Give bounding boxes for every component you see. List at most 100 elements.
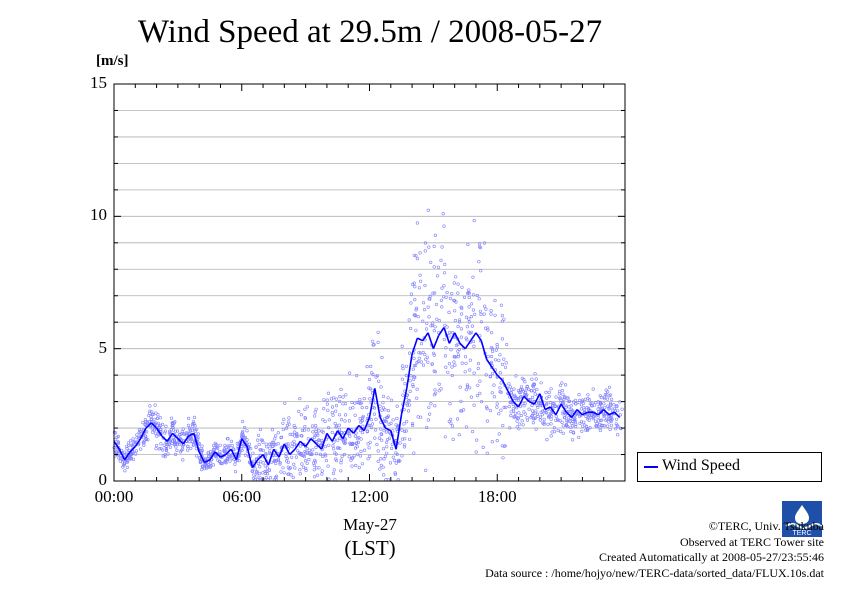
data-point bbox=[508, 400, 512, 405]
data-point bbox=[276, 442, 280, 446]
data-point bbox=[490, 440, 494, 444]
data-point bbox=[144, 434, 148, 438]
data-point bbox=[376, 330, 380, 334]
data-point bbox=[284, 452, 288, 456]
data-point bbox=[449, 417, 453, 422]
data-point bbox=[394, 461, 398, 465]
data-point bbox=[231, 447, 235, 451]
data-point bbox=[599, 395, 603, 400]
data-point bbox=[297, 451, 301, 455]
data-point bbox=[478, 379, 482, 383]
data-point bbox=[380, 438, 384, 442]
data-point bbox=[243, 453, 247, 457]
data-point bbox=[472, 403, 476, 407]
data-point bbox=[269, 460, 274, 464]
data-point bbox=[270, 428, 275, 432]
data-point bbox=[405, 402, 409, 406]
data-point bbox=[583, 397, 588, 402]
data-point bbox=[254, 445, 258, 449]
data-point bbox=[485, 451, 489, 455]
data-point bbox=[463, 370, 467, 374]
data-point bbox=[252, 459, 256, 463]
data-point bbox=[545, 438, 549, 442]
data-point bbox=[139, 447, 143, 451]
data-point bbox=[503, 365, 508, 369]
data-point bbox=[298, 468, 302, 472]
chart-title: Wind Speed at 29.5m / 2008-05-27 bbox=[137, 14, 603, 50]
data-point bbox=[531, 421, 536, 425]
data-point bbox=[315, 466, 319, 470]
data-point bbox=[452, 281, 456, 285]
data-point bbox=[339, 458, 343, 462]
data-point bbox=[437, 389, 441, 393]
data-point bbox=[605, 424, 610, 428]
series-line-segment bbox=[320, 433, 328, 450]
data-point bbox=[393, 458, 397, 463]
data-point bbox=[513, 415, 517, 419]
data-point bbox=[192, 415, 197, 420]
data-point bbox=[295, 432, 299, 437]
data-point bbox=[402, 422, 406, 426]
data-point bbox=[310, 452, 314, 456]
data-point bbox=[466, 242, 470, 247]
data-point bbox=[432, 351, 436, 355]
data-point bbox=[462, 295, 467, 300]
data-point bbox=[321, 430, 325, 434]
data-point bbox=[282, 471, 286, 475]
series-line-segment bbox=[507, 390, 514, 402]
data-point bbox=[131, 437, 135, 441]
data-point bbox=[542, 421, 546, 425]
data-point bbox=[245, 438, 249, 442]
data-point bbox=[430, 362, 434, 366]
data-point bbox=[533, 392, 537, 396]
series-line-segment bbox=[501, 380, 509, 392]
data-point bbox=[356, 452, 360, 456]
series-line-segment bbox=[209, 451, 216, 461]
data-point bbox=[218, 443, 222, 447]
data-point bbox=[128, 439, 133, 443]
data-point bbox=[604, 418, 608, 422]
data-point bbox=[380, 408, 384, 412]
data-point bbox=[214, 442, 218, 447]
data-point bbox=[361, 424, 365, 428]
data-point bbox=[525, 416, 529, 420]
data-point bbox=[567, 405, 571, 409]
data-point bbox=[476, 366, 480, 371]
data-point bbox=[530, 413, 535, 417]
data-point bbox=[431, 291, 435, 295]
data-point bbox=[598, 400, 603, 405]
data-point bbox=[535, 403, 539, 408]
data-point bbox=[573, 398, 578, 403]
data-point bbox=[567, 416, 571, 420]
data-point bbox=[263, 469, 267, 474]
data-point bbox=[477, 297, 481, 301]
data-point bbox=[323, 445, 327, 449]
data-point bbox=[445, 290, 449, 295]
data-point bbox=[187, 416, 191, 421]
data-point bbox=[405, 403, 410, 407]
data-point bbox=[452, 360, 456, 364]
data-point bbox=[211, 463, 215, 467]
data-point bbox=[358, 454, 363, 458]
data-point bbox=[415, 306, 419, 310]
data-point bbox=[515, 419, 519, 423]
data-point bbox=[381, 394, 386, 399]
data-point bbox=[519, 388, 523, 392]
data-point bbox=[378, 467, 382, 471]
series-line-segment bbox=[235, 438, 243, 461]
data-point bbox=[208, 465, 212, 469]
data-point bbox=[413, 298, 417, 302]
data-point bbox=[379, 463, 383, 468]
data-point bbox=[286, 442, 290, 446]
data-point bbox=[450, 292, 454, 296]
data-point bbox=[535, 387, 539, 392]
data-point bbox=[485, 407, 489, 411]
data-point bbox=[355, 374, 359, 378]
data-point bbox=[527, 407, 531, 411]
data-point bbox=[437, 319, 441, 323]
data-point bbox=[530, 377, 534, 381]
series-line-segment bbox=[139, 427, 147, 440]
data-point bbox=[412, 356, 416, 361]
data-point bbox=[322, 398, 326, 402]
data-point bbox=[281, 466, 285, 470]
